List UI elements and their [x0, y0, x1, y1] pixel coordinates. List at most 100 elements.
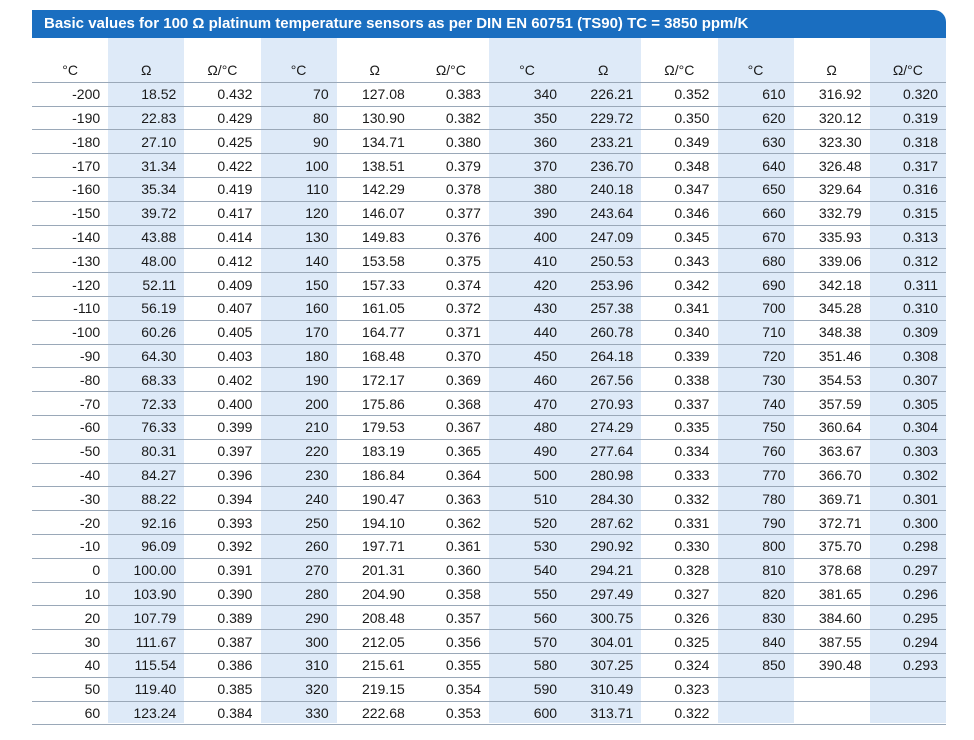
- table-cell: 0.405: [184, 320, 261, 345]
- table-cell: 194.10: [336, 510, 413, 535]
- table-cell: 770: [717, 463, 794, 488]
- table-cell: -180: [32, 129, 109, 155]
- table-cell: 35.34: [108, 177, 185, 202]
- table-cell: 130.90: [336, 106, 413, 131]
- table-cell: 30: [32, 629, 109, 654]
- table-cell: 0.414: [184, 225, 261, 250]
- table-cell: 0.403: [184, 344, 261, 369]
- table-cell: 369.71: [793, 486, 870, 512]
- table-cell: 100.00: [108, 558, 185, 583]
- table-cell: 20: [32, 605, 109, 631]
- table-cell: 277.64: [565, 439, 642, 464]
- table-cell: -90: [32, 344, 109, 369]
- table-cell: 150: [260, 272, 337, 297]
- table-cell: 810: [717, 558, 794, 583]
- table-cell: 0.391: [184, 558, 261, 583]
- table-cell: 360: [488, 129, 566, 155]
- table-cell: 790: [717, 510, 794, 535]
- table-cell: 0.432: [184, 82, 261, 107]
- column-header: Ω: [565, 58, 642, 83]
- table-cell: 387.55: [793, 629, 870, 654]
- table-row: -10 96.09 0.392 260 197.71 0.361 530 290.92 0.33…: [32, 534, 946, 559]
- table-cell: 0.320: [869, 82, 946, 107]
- table-cell: 215.61: [336, 653, 413, 678]
- table-row: -80 68.33 0.402 190 172.17 0.369 460 267.56 0.33…: [32, 367, 946, 393]
- table-cell: 400: [488, 225, 566, 250]
- table-cell: 0.328: [641, 558, 718, 583]
- table-cell: 0.305: [869, 391, 946, 416]
- table-cell: 0.349: [641, 129, 718, 155]
- table-cell: 0.422: [184, 153, 261, 178]
- table-cell: 420: [488, 272, 566, 297]
- table-cell: 0.425: [184, 129, 261, 155]
- table-cell: 260: [260, 534, 337, 559]
- table-cell: 760: [717, 439, 794, 464]
- table-cell: 0.322: [641, 701, 718, 726]
- table-cell: 60.26: [108, 320, 185, 345]
- table-cell: 340: [488, 82, 566, 107]
- table-cell: 490: [488, 439, 566, 464]
- table-row: -60 76.33 0.399 210 179.53 0.367 480 274.29 0.33…: [32, 415, 946, 440]
- table-cell: 240.18: [565, 177, 642, 202]
- table-cell: 350: [488, 106, 566, 131]
- table-cell: 230: [260, 463, 337, 488]
- table-cell: 280: [260, 582, 337, 607]
- table-cell: 208.48: [336, 605, 413, 631]
- table-cell: 0.341: [641, 296, 718, 321]
- table-cell: 0.407: [184, 296, 261, 321]
- table-cell: 345.28: [793, 296, 870, 321]
- table-cell: 100: [260, 153, 337, 178]
- table-cell: 168.48: [336, 344, 413, 369]
- table-cell: 229.72: [565, 106, 642, 131]
- table-cell: 316.92: [793, 82, 870, 107]
- table-cell: 450: [488, 344, 566, 369]
- table-row: 20 107.79 0.389 290 208.48 0.357 560 300.75 0.32…: [32, 605, 946, 631]
- table-cell: 0.369: [412, 367, 489, 393]
- table-cell: -10: [32, 534, 109, 559]
- table-cell: 0.345: [641, 225, 718, 250]
- table-cell: 0.302: [869, 463, 946, 488]
- table-cell: [869, 701, 946, 726]
- table-cell: 240: [260, 486, 337, 512]
- table-row: 30 111.67 0.387 300 212.05 0.356 570 304.01 0.32…: [32, 629, 946, 654]
- table-cell: 0.343: [641, 248, 718, 274]
- table-cell: 287.62: [565, 510, 642, 535]
- table-cell: 0.300: [869, 510, 946, 535]
- table-row: -110 56.19 0.407 160 161.05 0.372 430 257.38 0.3…: [32, 296, 946, 321]
- table-cell: 0.335: [641, 415, 718, 440]
- table-cell: 500: [488, 463, 566, 488]
- table-cell: 110: [260, 177, 337, 202]
- table-cell: -120: [32, 272, 109, 297]
- table-cell: 68.33: [108, 367, 185, 393]
- table-cell: 43.88: [108, 225, 185, 250]
- table-cell: 0.419: [184, 177, 261, 202]
- table-row: -200 18.52 0.432 70 127.08 0.383 340 226.21 0.35…: [32, 82, 946, 107]
- table-cell: 103.90: [108, 582, 185, 607]
- table-cell: 96.09: [108, 534, 185, 559]
- table-cell: 0.347: [641, 177, 718, 202]
- table-row: -170 31.34 0.422 100 138.51 0.379 370 236.70 0.3…: [32, 153, 946, 178]
- column-header: Ω/°C: [641, 58, 718, 83]
- table-cell: 0.429: [184, 106, 261, 131]
- table-cell: 0.375: [412, 248, 489, 274]
- table-cell: 590: [488, 677, 566, 702]
- table-cell: 0.330: [641, 534, 718, 559]
- table-cell: 700: [717, 296, 794, 321]
- table-cell: 76.33: [108, 415, 185, 440]
- column-header: Ω: [336, 58, 413, 83]
- table-cell: 0.319: [869, 106, 946, 131]
- table-cell: 290: [260, 605, 337, 631]
- table-cell: 800: [717, 534, 794, 559]
- table-cell: 264.18: [565, 344, 642, 369]
- table-cell: -50: [32, 439, 109, 464]
- table-cell: 320: [260, 677, 337, 702]
- table-cell: 0.376: [412, 225, 489, 250]
- table-cell: 0.371: [412, 320, 489, 345]
- table-cell: 0.390: [184, 582, 261, 607]
- table-cell: 0.313: [869, 225, 946, 250]
- column-header: °C: [32, 58, 109, 83]
- table-cell: 840: [717, 629, 794, 654]
- table-cell: 372.71: [793, 510, 870, 535]
- table-cell: 190.47: [336, 486, 413, 512]
- table-cell: 0.311: [869, 272, 946, 297]
